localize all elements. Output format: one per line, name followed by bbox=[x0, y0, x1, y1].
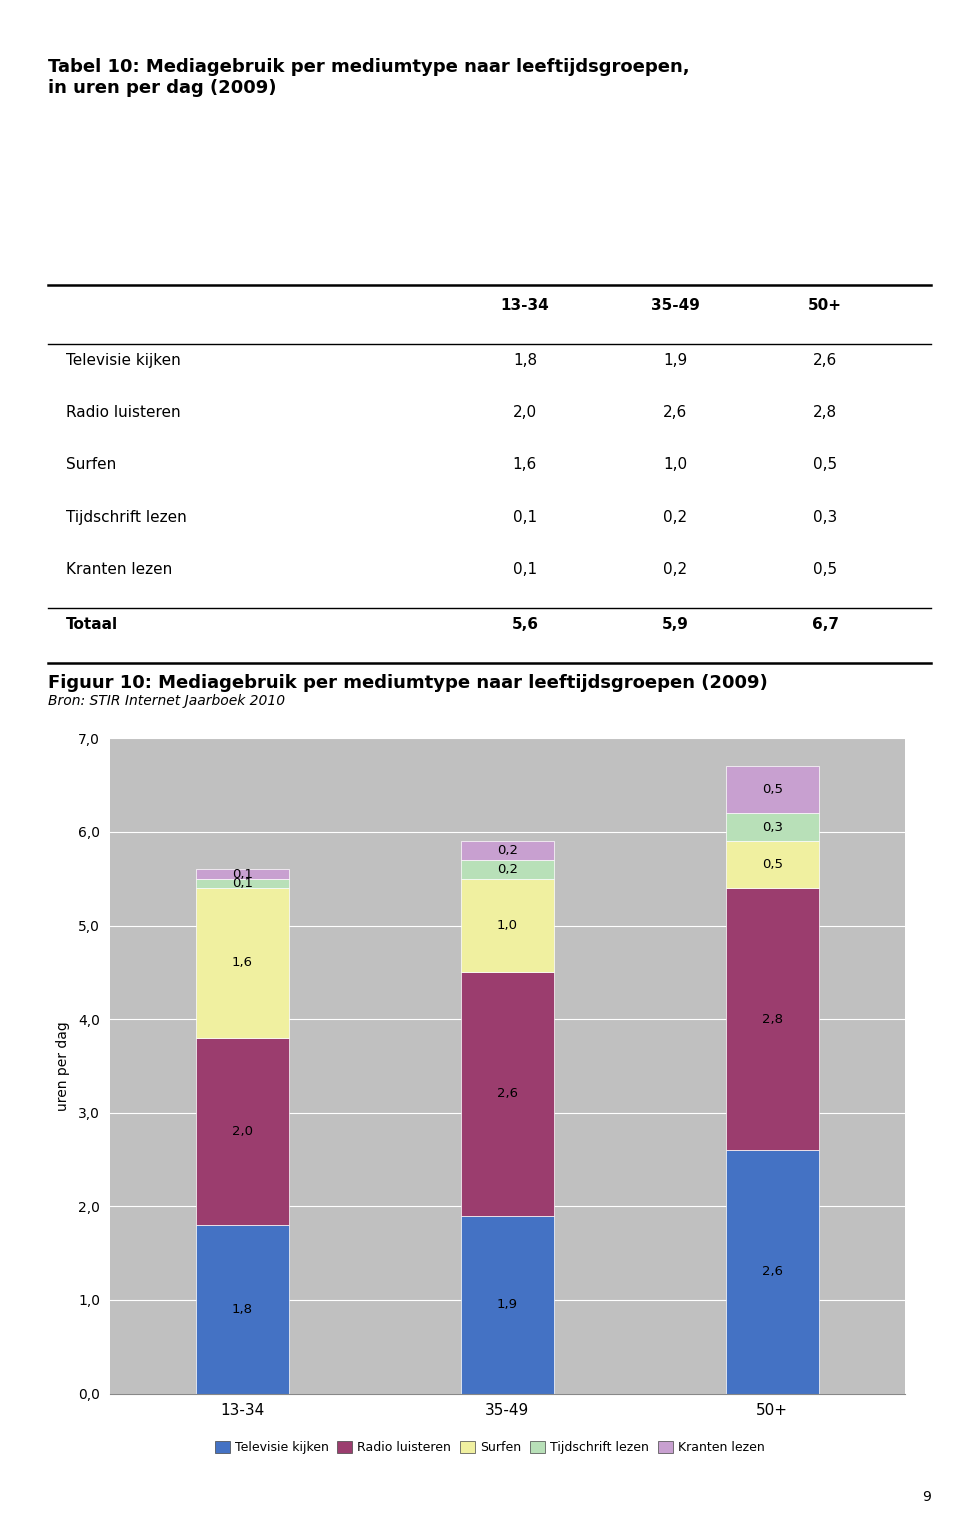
Text: 1,8: 1,8 bbox=[513, 352, 537, 368]
Text: Televisie kijken: Televisie kijken bbox=[65, 352, 180, 368]
Legend: Televisie kijken, Radio luisteren, Surfen, Tijdschrift lezen, Kranten lezen: Televisie kijken, Radio luisteren, Surfe… bbox=[210, 1435, 769, 1460]
Text: Totaal: Totaal bbox=[65, 617, 118, 632]
Text: 0,5: 0,5 bbox=[813, 562, 837, 577]
Text: Surfen: Surfen bbox=[65, 457, 116, 472]
Text: 2,6: 2,6 bbox=[813, 352, 837, 368]
Text: 1,6: 1,6 bbox=[513, 457, 537, 472]
Text: 2,8: 2,8 bbox=[813, 406, 837, 421]
Text: 5,6: 5,6 bbox=[512, 617, 539, 632]
Text: 13-34: 13-34 bbox=[500, 298, 549, 313]
Text: 0,1: 0,1 bbox=[513, 510, 537, 524]
Text: 9: 9 bbox=[923, 1490, 931, 1504]
Text: 0,2: 0,2 bbox=[663, 510, 687, 524]
Text: 0,3: 0,3 bbox=[813, 510, 837, 524]
Text: Figuur 10: Mediagebruik per mediumtype naar leeftijdsgroepen (2009): Figuur 10: Mediagebruik per mediumtype n… bbox=[48, 674, 768, 693]
Text: 1,9: 1,9 bbox=[663, 352, 687, 368]
Text: 2,0: 2,0 bbox=[513, 406, 537, 421]
Text: 35-49: 35-49 bbox=[651, 298, 700, 313]
Text: Tabel 10: Mediagebruik per mediumtype naar leeftijdsgroepen,
in uren per dag (20: Tabel 10: Mediagebruik per mediumtype na… bbox=[48, 58, 689, 97]
Text: Radio luisteren: Radio luisteren bbox=[65, 406, 180, 421]
Text: 5,9: 5,9 bbox=[661, 617, 688, 632]
Text: 2,6: 2,6 bbox=[663, 406, 687, 421]
Text: 6,7: 6,7 bbox=[812, 617, 839, 632]
Text: 1,0: 1,0 bbox=[663, 457, 687, 472]
Text: 50+: 50+ bbox=[808, 298, 842, 313]
Text: Bron: STIR Internet Jaarboek 2010: Bron: STIR Internet Jaarboek 2010 bbox=[48, 694, 285, 708]
Text: 0,5: 0,5 bbox=[813, 457, 837, 472]
Text: 0,2: 0,2 bbox=[663, 562, 687, 577]
Text: Tijdschrift lezen: Tijdschrift lezen bbox=[65, 510, 186, 524]
Text: Kranten lezen: Kranten lezen bbox=[65, 562, 172, 577]
Text: 0,1: 0,1 bbox=[513, 562, 537, 577]
